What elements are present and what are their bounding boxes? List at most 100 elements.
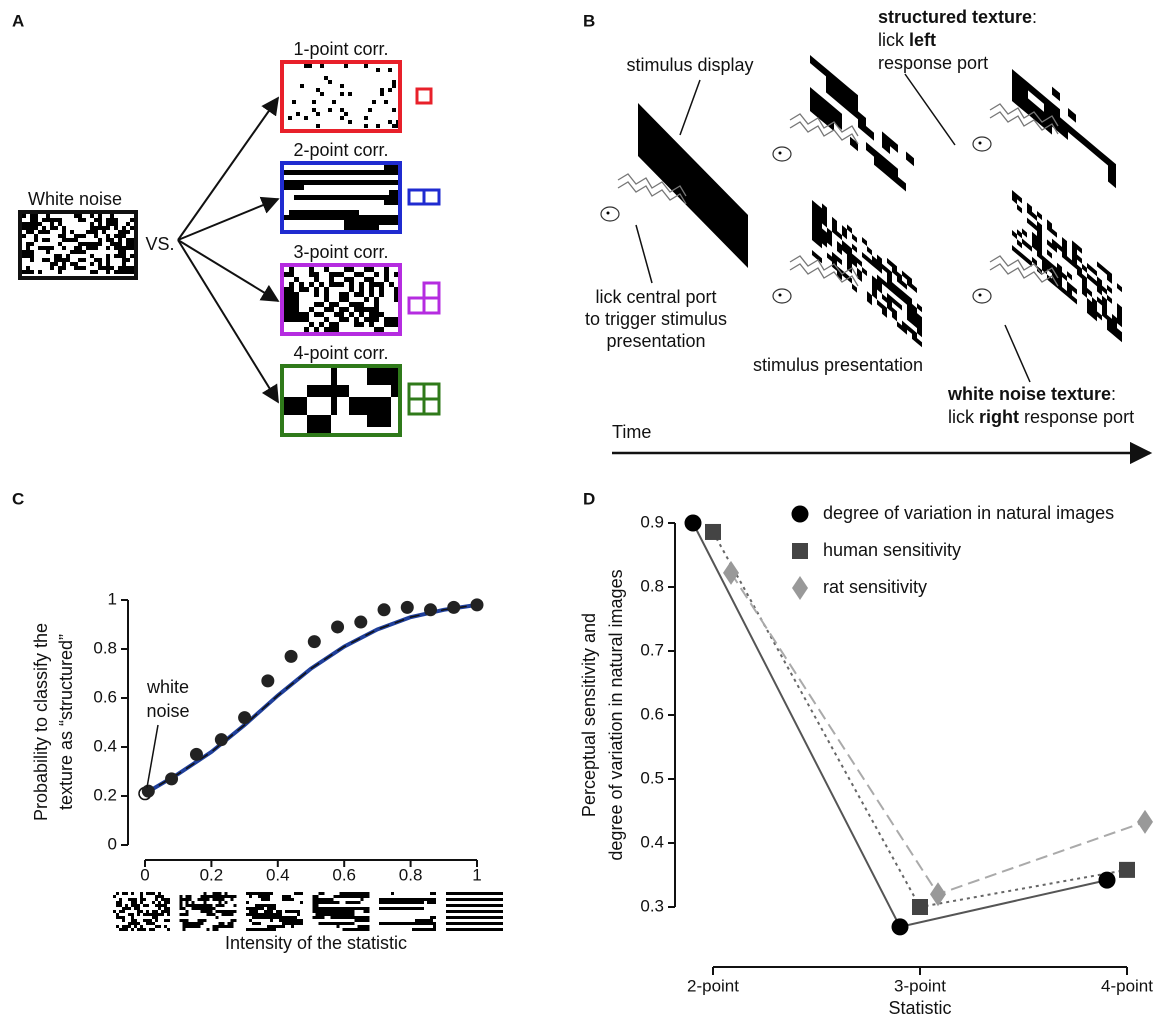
arrow <box>177 239 279 404</box>
label: 1 <box>108 589 117 608</box>
stimulus <box>810 55 914 199</box>
point <box>238 711 252 725</box>
ports <box>989 111 1059 135</box>
label-part: white noise texture <box>947 384 1111 404</box>
label: 0.8 <box>93 638 117 657</box>
series-line <box>730 572 1146 896</box>
rat <box>772 146 792 162</box>
icon <box>415 87 433 105</box>
icon <box>422 188 441 206</box>
ports <box>989 103 1059 127</box>
icon <box>407 296 426 315</box>
label: D <box>583 489 595 508</box>
port-icon <box>972 255 1059 304</box>
texture <box>446 892 503 931</box>
label: response port <box>878 53 988 73</box>
label: human sensitivity <box>823 540 961 560</box>
ports <box>789 121 859 145</box>
rat-eye <box>778 151 782 155</box>
label: 0.3 <box>640 896 664 915</box>
label: 0.8 <box>399 865 423 884</box>
label-part: structured texture <box>878 7 1032 27</box>
rat <box>972 136 992 152</box>
label: noise <box>146 701 189 721</box>
label: structured texture: <box>878 7 1037 27</box>
point <box>424 603 438 617</box>
label: 1-point corr. <box>293 39 388 59</box>
label: Statistic <box>888 998 951 1018</box>
marker <box>705 523 721 540</box>
label: lick right response port <box>948 407 1134 427</box>
label: 0.2 <box>200 865 224 884</box>
fit-line <box>143 602 478 796</box>
ports <box>989 263 1059 287</box>
label: Probability to classify the <box>31 623 51 821</box>
label: to trigger stimulus <box>585 309 727 329</box>
ports <box>617 181 687 205</box>
label: 3-point <box>894 976 946 995</box>
marker <box>1098 871 1116 889</box>
point <box>377 603 391 617</box>
ports <box>617 173 687 197</box>
point <box>447 600 461 614</box>
label: Time <box>612 422 651 442</box>
label-part: left <box>909 30 936 50</box>
label: White noise <box>28 189 122 209</box>
rat <box>600 206 620 222</box>
label: stimulus display <box>626 55 753 75</box>
label: 2-point <box>687 976 739 995</box>
label: 4-point corr. <box>293 343 388 363</box>
rat-eye <box>778 293 782 297</box>
label: lick left <box>878 30 936 50</box>
ports <box>989 255 1059 279</box>
texture <box>113 892 170 931</box>
legend-marker <box>791 505 809 523</box>
label: degree of variation in natural images <box>606 569 626 860</box>
port-icon <box>600 173 687 222</box>
label: A <box>12 11 24 30</box>
label-part: right <box>979 407 1019 427</box>
frame <box>280 263 402 336</box>
point <box>400 600 414 614</box>
label: rat sensitivity <box>823 577 927 597</box>
marker <box>1137 809 1153 834</box>
marker <box>930 882 946 907</box>
stimulus <box>1012 190 1122 343</box>
arrow <box>177 196 280 241</box>
point <box>354 615 368 629</box>
texture <box>284 165 399 230</box>
label: 0.6 <box>332 865 356 884</box>
icon <box>407 397 426 416</box>
label: stimulus presentation <box>753 355 923 375</box>
label: 0.6 <box>93 687 117 706</box>
texture <box>1012 69 1116 189</box>
arrow <box>177 96 280 241</box>
label: texture as “structured” <box>56 634 76 810</box>
label: 0.2 <box>93 785 117 804</box>
texture-bg <box>1012 45 1116 189</box>
rat-eye <box>978 141 982 145</box>
connector <box>904 73 956 146</box>
stimulus <box>812 195 922 348</box>
ports <box>789 113 859 137</box>
texture <box>288 64 400 128</box>
point <box>189 747 203 761</box>
texture <box>246 892 303 931</box>
label: 0.9 <box>640 512 664 531</box>
label: 0 <box>108 834 117 853</box>
icon <box>422 382 441 401</box>
texture <box>1012 190 1122 343</box>
label-part: response port <box>1019 407 1134 427</box>
texture <box>812 200 922 348</box>
texture <box>179 892 237 931</box>
label: Perceptual sensitivity and <box>579 613 599 817</box>
point <box>470 598 484 612</box>
label: degree of variation in natural images <box>823 503 1114 523</box>
label: 3-point corr. <box>293 242 388 262</box>
icon <box>422 397 441 416</box>
texture <box>379 892 436 931</box>
icon <box>407 382 426 401</box>
label: C <box>12 489 24 508</box>
texture-bg <box>379 892 436 931</box>
frame <box>280 60 402 133</box>
